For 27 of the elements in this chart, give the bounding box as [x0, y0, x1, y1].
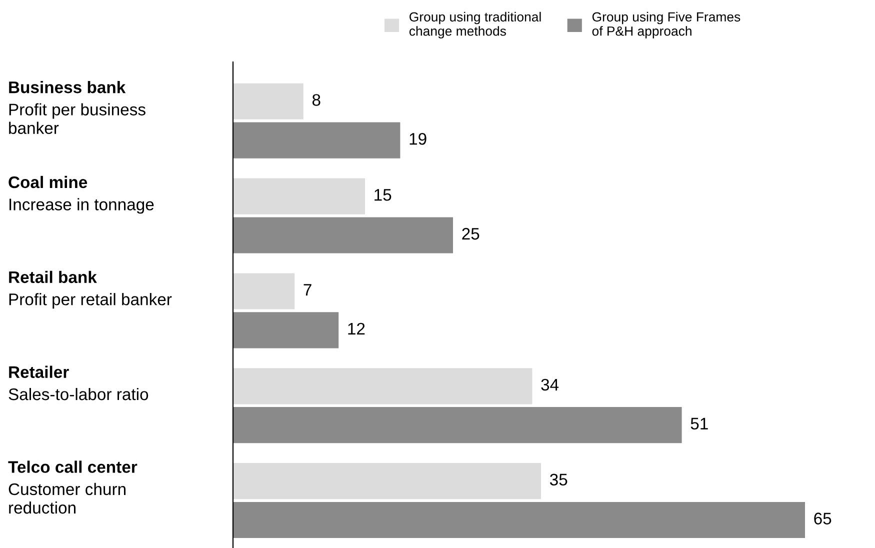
y-tick-label: Retailer Sales-to-labor ratio — [8, 366, 148, 400]
bar — [233, 273, 295, 310]
y-tick-label: Business bank Profit per business banker — [9, 80, 146, 134]
bar — [233, 368, 532, 404]
bar — [233, 502, 805, 538]
bar — [233, 407, 682, 444]
bar — [233, 122, 400, 158]
legend-label: Group using Five Frames of P&H approach — [592, 12, 740, 38]
data-label: 35 — [550, 474, 568, 486]
data-label: 65 — [814, 512, 832, 524]
y-tick-label: Telco call center Customer churn reduction — [8, 460, 138, 514]
bar — [233, 463, 541, 500]
bar — [233, 217, 453, 254]
data-label: 7 — [304, 284, 312, 296]
bar — [233, 83, 304, 120]
data-label: 15 — [374, 189, 392, 201]
y-tick-label: Retail bank Profit per retail banker — [9, 270, 172, 309]
data-label: 51 — [690, 418, 708, 430]
data-label: 12 — [348, 322, 365, 334]
bar — [233, 178, 365, 214]
y-tick-label: Coal mine Increase in tonnage — [8, 176, 154, 214]
data-label: 34 — [541, 378, 559, 391]
data-label: 25 — [462, 228, 480, 240]
legend-label: Group using traditional change methods — [409, 12, 541, 38]
data-label: 19 — [410, 132, 426, 145]
data-label: 8 — [312, 94, 320, 106]
bar — [233, 312, 339, 348]
